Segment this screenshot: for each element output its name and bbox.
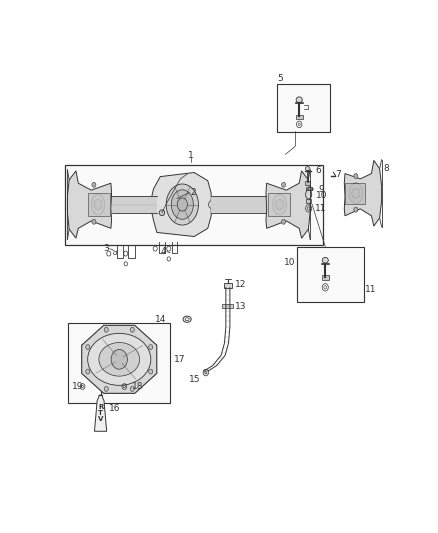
Circle shape (86, 369, 90, 374)
Text: 10: 10 (316, 191, 328, 200)
Circle shape (130, 386, 134, 391)
Circle shape (354, 174, 358, 179)
Circle shape (92, 182, 96, 187)
Ellipse shape (273, 194, 286, 215)
Text: 5: 5 (277, 74, 283, 83)
Text: 17: 17 (173, 355, 185, 364)
Ellipse shape (296, 97, 302, 103)
Circle shape (148, 369, 153, 374)
Circle shape (276, 199, 284, 209)
Circle shape (104, 386, 108, 391)
Text: 11: 11 (365, 285, 377, 294)
Text: 11: 11 (315, 204, 327, 213)
Bar (224, 282, 232, 288)
Circle shape (203, 369, 208, 376)
Circle shape (86, 345, 90, 350)
Circle shape (354, 207, 358, 212)
Text: 12: 12 (235, 280, 246, 289)
Bar (88, 193, 110, 216)
Ellipse shape (305, 166, 310, 171)
Ellipse shape (88, 333, 151, 385)
Text: 19: 19 (72, 382, 83, 391)
Bar (306, 199, 311, 204)
Circle shape (148, 345, 153, 350)
Polygon shape (95, 395, 107, 431)
Text: 9: 9 (319, 184, 325, 193)
Circle shape (94, 199, 102, 209)
Circle shape (92, 219, 96, 224)
Text: T: T (98, 410, 103, 416)
Text: 14: 14 (155, 314, 166, 324)
Text: d: d (112, 250, 117, 256)
Ellipse shape (91, 194, 105, 215)
Ellipse shape (166, 184, 198, 225)
Bar (322, 275, 328, 280)
Ellipse shape (171, 190, 193, 219)
Bar (68, 322, 170, 402)
Polygon shape (67, 171, 112, 238)
Text: 2: 2 (191, 188, 196, 197)
Bar (297, 247, 364, 302)
Bar (268, 193, 290, 216)
Circle shape (111, 350, 127, 369)
Polygon shape (150, 173, 211, 237)
Ellipse shape (322, 257, 328, 263)
Text: 6: 6 (315, 166, 321, 175)
Circle shape (104, 327, 108, 332)
Polygon shape (344, 160, 381, 226)
Text: 7: 7 (335, 170, 341, 179)
Text: V: V (98, 416, 103, 422)
Text: 13: 13 (235, 302, 247, 311)
Text: 16: 16 (109, 404, 120, 413)
Circle shape (130, 327, 134, 332)
Text: 8: 8 (383, 164, 389, 173)
Text: R: R (98, 405, 103, 410)
Circle shape (282, 182, 286, 187)
Bar (223, 304, 233, 308)
Polygon shape (82, 325, 157, 393)
Text: 4: 4 (160, 247, 166, 256)
Text: 15: 15 (189, 375, 201, 384)
Ellipse shape (306, 190, 312, 199)
Text: 10: 10 (284, 257, 296, 266)
Ellipse shape (151, 201, 156, 208)
Ellipse shape (177, 198, 187, 211)
Ellipse shape (99, 343, 140, 376)
Bar (277, 84, 330, 132)
Ellipse shape (307, 187, 313, 191)
Ellipse shape (159, 210, 165, 216)
Bar (305, 181, 311, 185)
Bar (296, 115, 303, 119)
Ellipse shape (349, 183, 363, 204)
Bar (65, 165, 323, 245)
Text: 3: 3 (103, 244, 109, 253)
Circle shape (352, 188, 360, 198)
Polygon shape (266, 171, 310, 238)
Text: 18: 18 (131, 382, 143, 391)
Text: 1: 1 (187, 150, 194, 159)
Bar (345, 183, 365, 204)
Circle shape (282, 219, 286, 224)
Ellipse shape (208, 201, 214, 208)
